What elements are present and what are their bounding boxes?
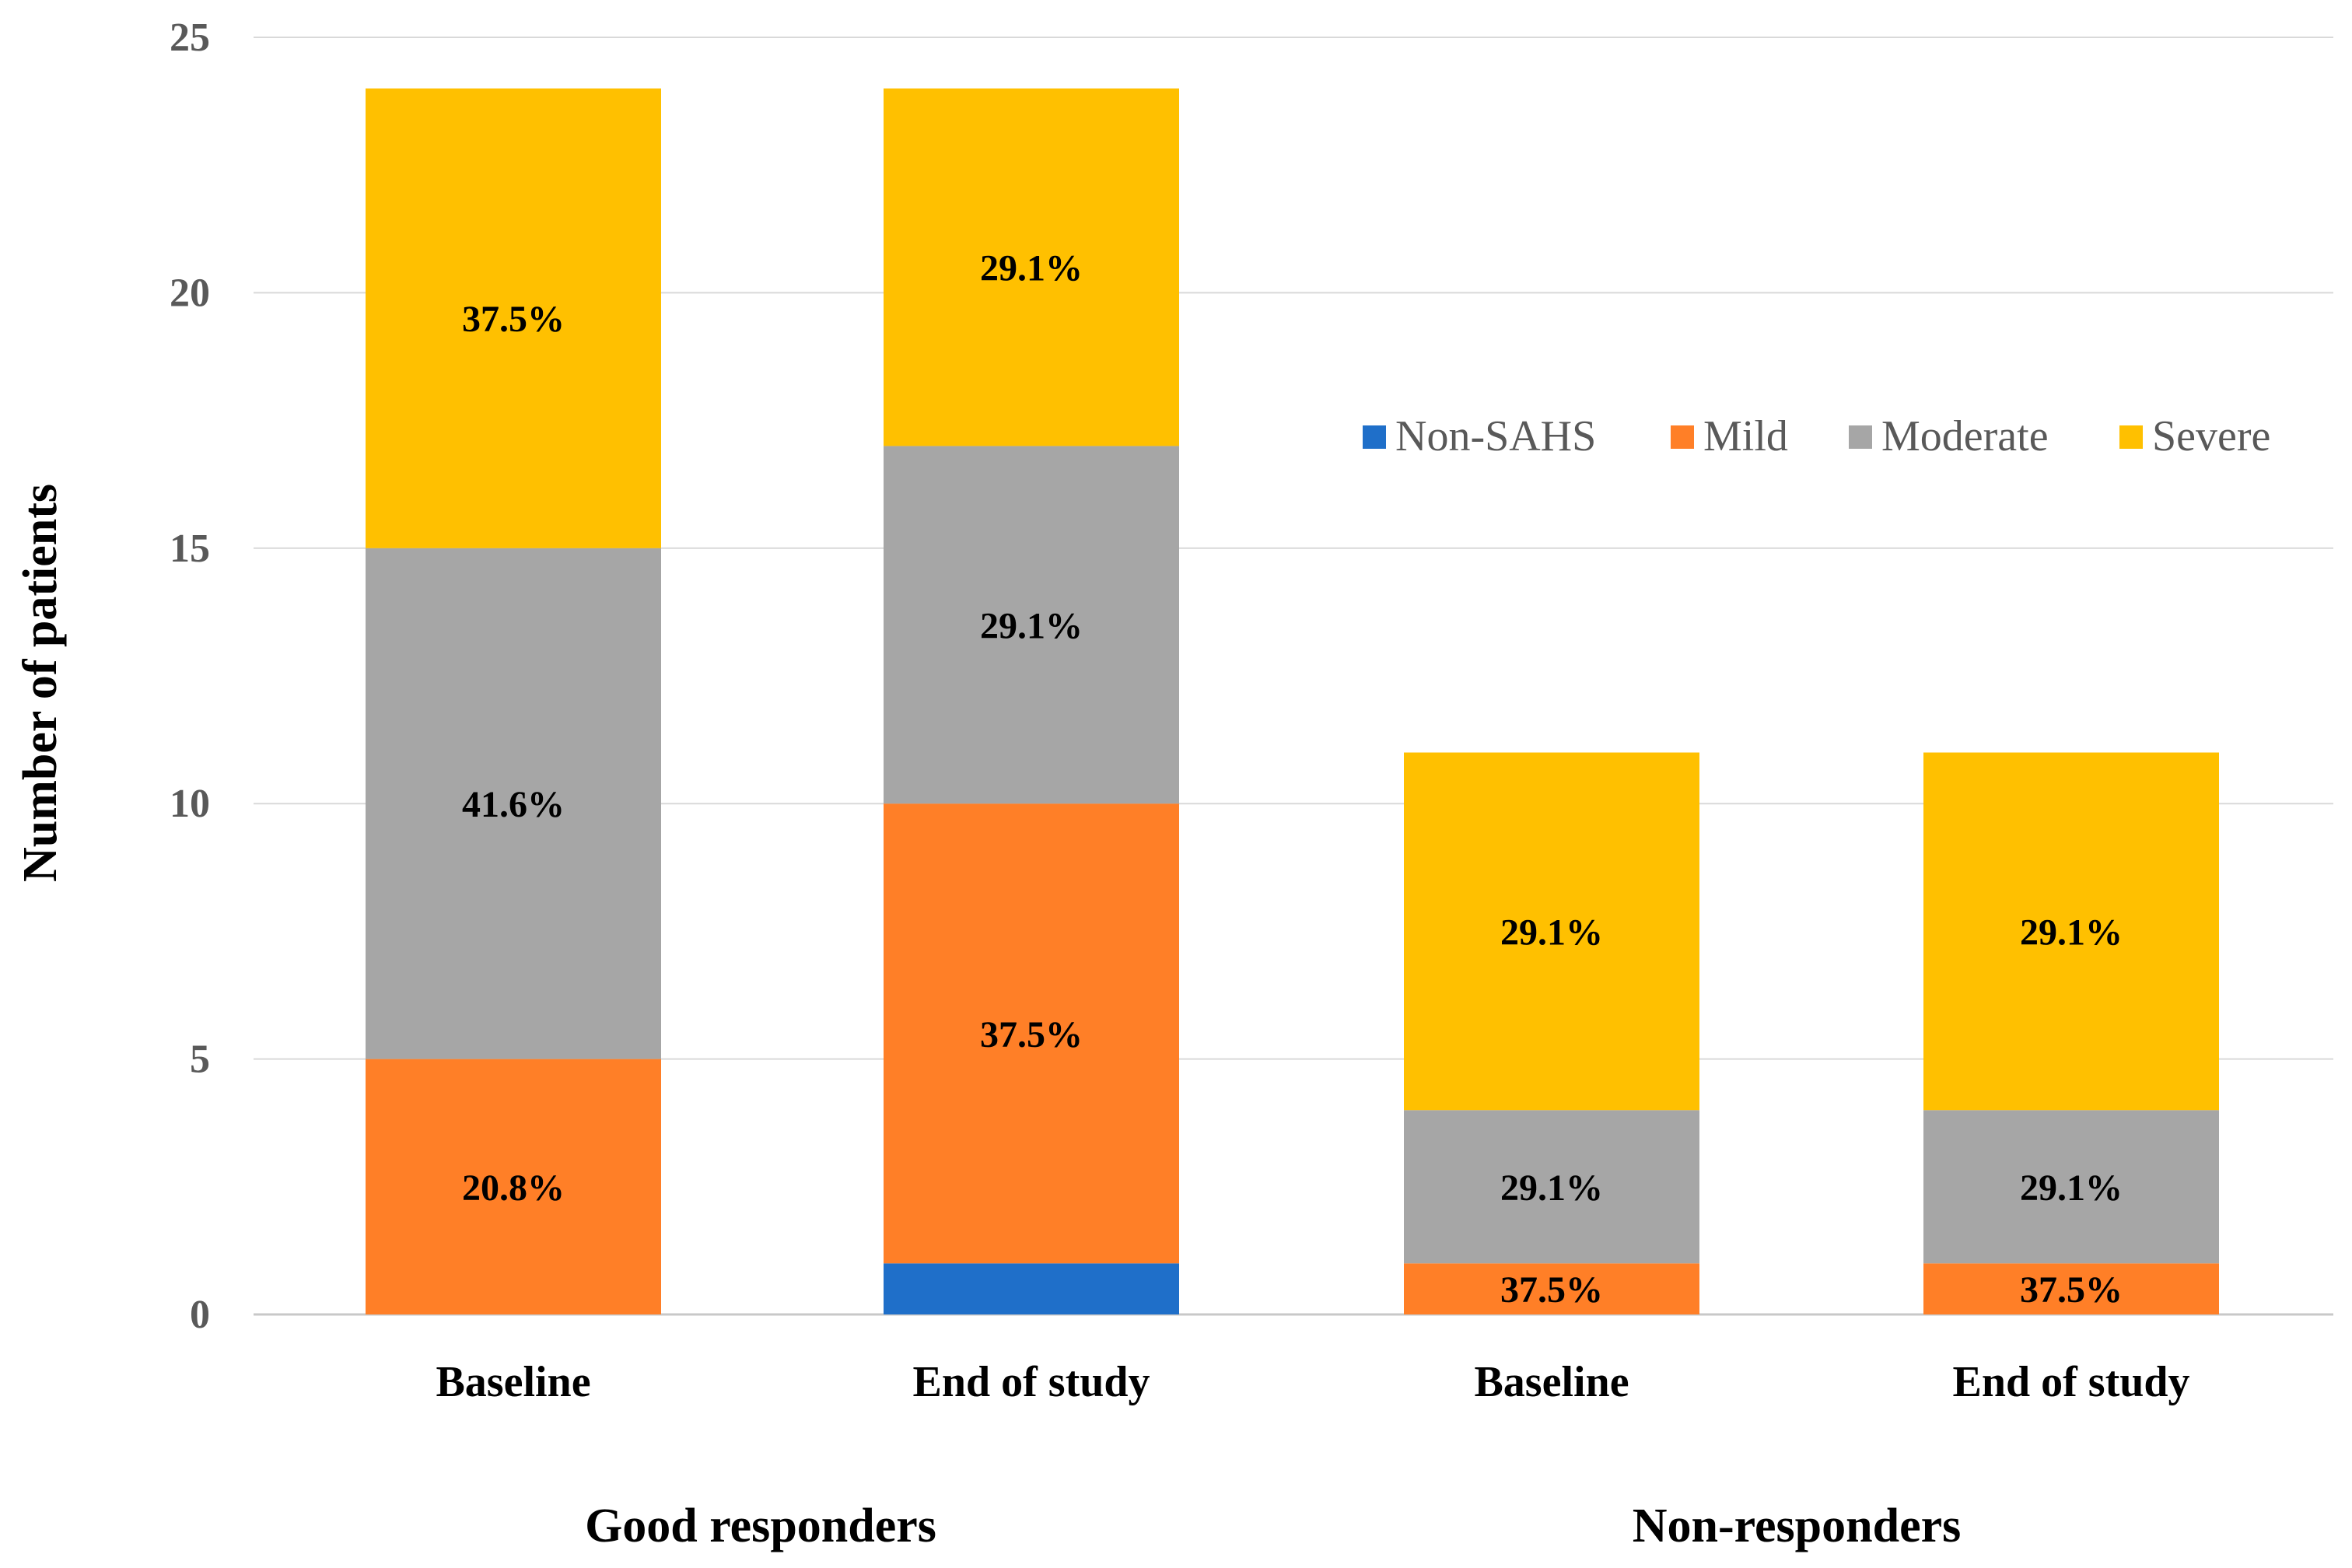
bar-segment-moderate xyxy=(1404,1110,1699,1264)
data-label: 29.1% xyxy=(2020,912,2123,953)
legend-swatch-moderate xyxy=(1849,425,1872,449)
x-category-label: End of study xyxy=(912,1358,1150,1406)
data-label: 29.1% xyxy=(980,248,1083,289)
x-category-label: Baseline xyxy=(436,1358,590,1406)
y-axis-label: Number of patients xyxy=(14,484,67,882)
y-tick-label: 20 xyxy=(170,271,210,315)
y-tick-label: 0 xyxy=(190,1293,210,1337)
legend: Non-SAHS Mild Moderate Severe xyxy=(1363,412,2270,460)
y-axis-ticks: 0 5 10 15 20 25 xyxy=(170,16,210,1337)
bar-segment-severe xyxy=(1923,752,2219,1111)
x-category-label: End of study xyxy=(1952,1358,2189,1406)
bars xyxy=(366,88,2219,1314)
legend-swatch-mild xyxy=(1671,425,1694,449)
bar-segment-moderate xyxy=(366,548,661,1059)
legend-label-severe: Severe xyxy=(2152,412,2270,460)
bar-segment-severe xyxy=(884,88,1179,446)
y-tick-label: 5 xyxy=(190,1038,210,1082)
data-label: 29.1% xyxy=(1500,1167,1603,1209)
y-tick-label: 15 xyxy=(170,527,210,571)
bar-segment-non-sahs xyxy=(884,1263,1179,1314)
legend-label-mild: Mild xyxy=(1703,412,1788,460)
bar-segment-mild xyxy=(884,803,1179,1264)
y-tick-label: 25 xyxy=(170,16,210,60)
data-label: 37.5% xyxy=(1500,1269,1603,1311)
bar-segment-mild xyxy=(1404,1263,1699,1314)
data-label: 41.6% xyxy=(462,784,565,825)
data-label: 37.5% xyxy=(980,1014,1083,1055)
data-labels: 20.8% 41.6% 37.5% 37.5% 29.1% 29.1% 37.5% 29.1%… xyxy=(462,248,2123,1311)
bar-segment-moderate xyxy=(1923,1110,2219,1264)
legend-label-non-sahs: Non-SAHS xyxy=(1395,412,1596,460)
bar-segment-mild xyxy=(366,1059,661,1314)
y-tick-label: 10 xyxy=(170,782,210,826)
bar-segment-severe xyxy=(366,88,661,548)
bar-segment-severe xyxy=(1404,752,1699,1111)
data-label: 29.1% xyxy=(980,605,1083,646)
data-label: 20.8% xyxy=(462,1167,565,1209)
legend-label-moderate: Moderate xyxy=(1881,412,2049,460)
legend-swatch-non-sahs xyxy=(1363,425,1386,449)
data-label: 37.5% xyxy=(462,299,565,340)
data-label: 37.5% xyxy=(2020,1269,2123,1311)
bar-segment-mild xyxy=(1923,1263,2219,1314)
data-label: 29.1% xyxy=(1500,912,1603,953)
x-axis-categories: Baseline End of study Baseline End of study xyxy=(436,1358,2189,1406)
data-label: 29.1% xyxy=(2020,1167,2123,1209)
x-category-label: Baseline xyxy=(1474,1358,1629,1406)
bar-segment-moderate xyxy=(884,446,1179,804)
x-group-label: Non-responders xyxy=(1633,1500,1962,1552)
x-axis-groups: Good responders Non-responders xyxy=(585,1500,1961,1552)
legend-swatch-severe xyxy=(2119,425,2143,449)
x-group-label: Good responders xyxy=(585,1500,936,1552)
